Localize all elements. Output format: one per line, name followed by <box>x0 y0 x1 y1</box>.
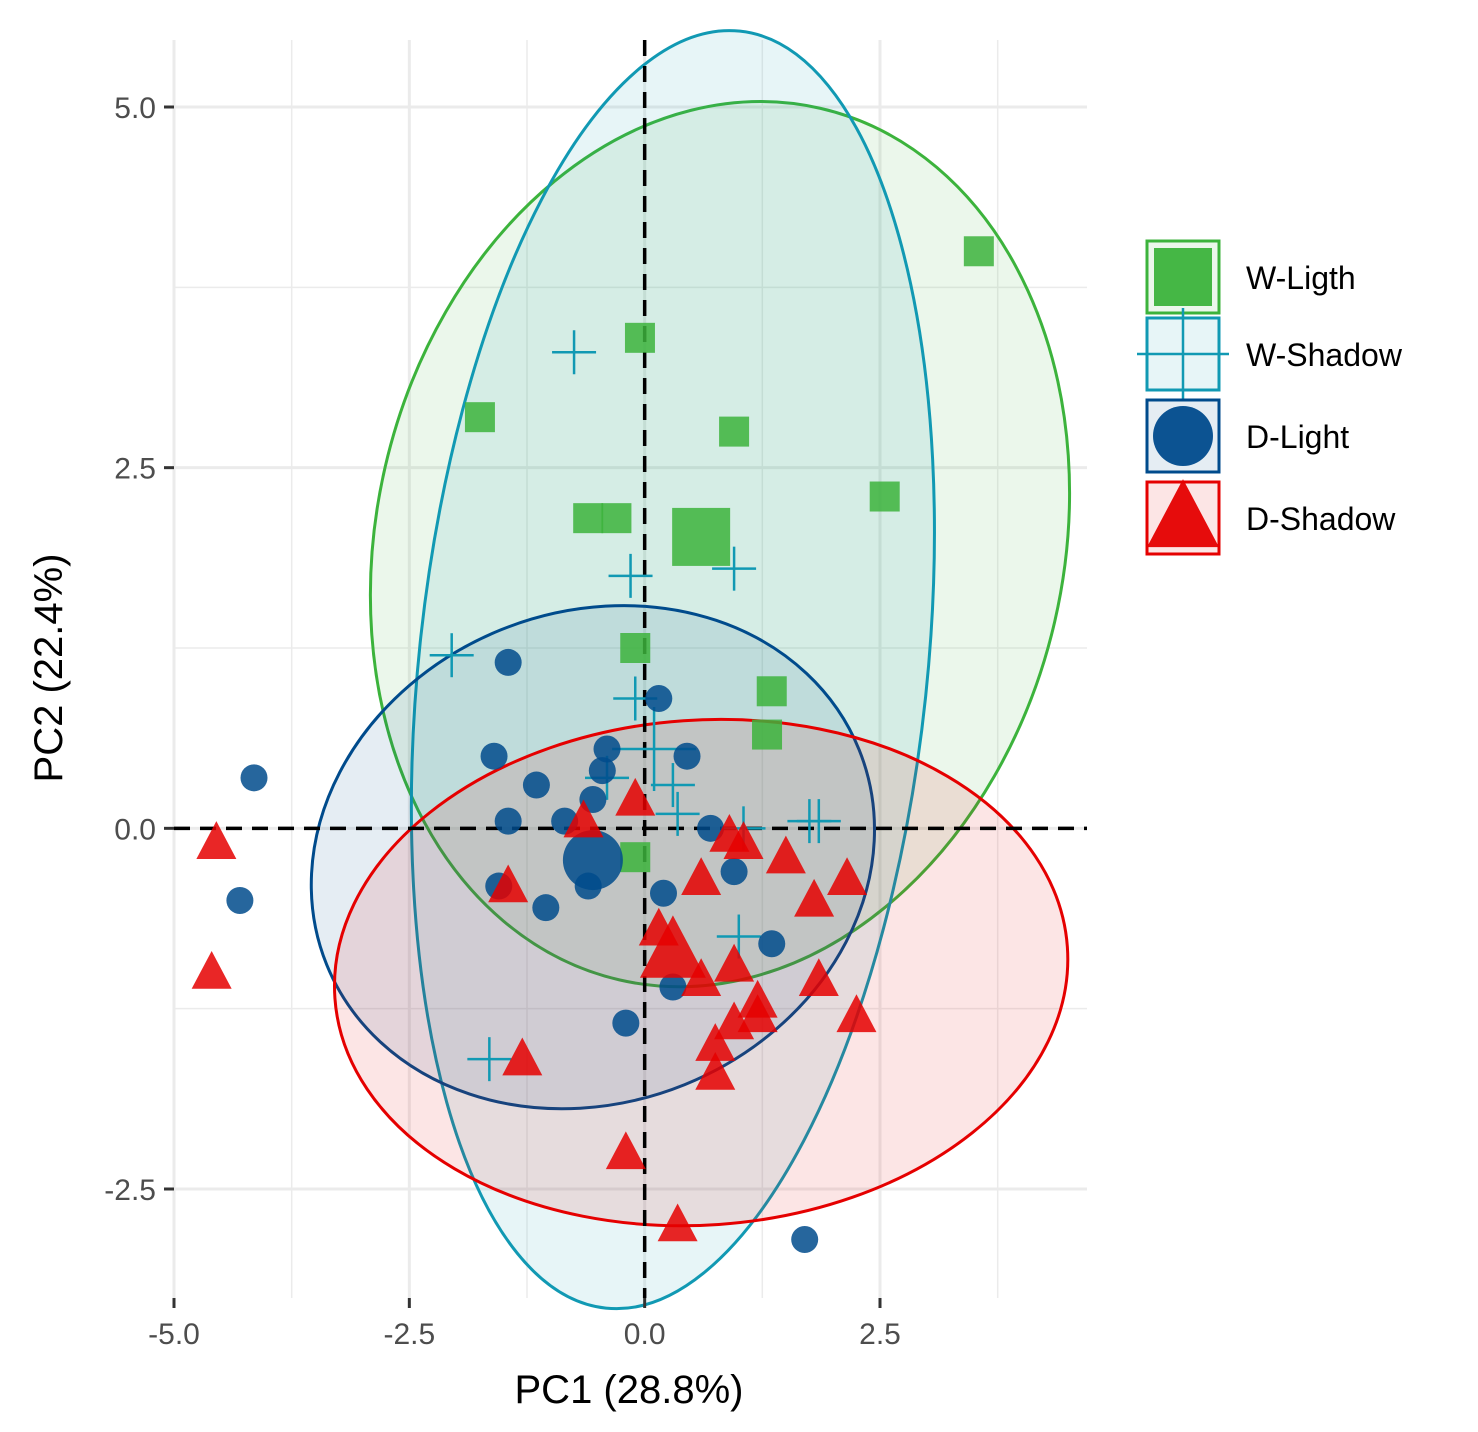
data-point-d-light <box>532 894 560 922</box>
data-point-d-shadow <box>695 1051 736 1090</box>
data-point-w-ligth <box>620 842 651 873</box>
data-point-d-light <box>697 814 725 842</box>
legend-item-w-shadow: W-Shadow <box>1137 308 1403 400</box>
data-point-w-ligth <box>464 402 495 433</box>
data-point-d-shadow <box>836 994 877 1033</box>
data-point-d-shadow <box>488 864 529 903</box>
x-tick-label: -5.0 <box>148 1318 200 1351</box>
y-axis-title: PC2 (22.4%) <box>27 554 71 783</box>
data-point-w-shadow <box>712 546 757 591</box>
data-point-w-ligth <box>963 236 994 267</box>
data-point-d-shadow <box>827 857 868 896</box>
data-point-d-shadow <box>605 1131 646 1170</box>
data-point-d-shadow <box>695 1023 736 1061</box>
data-point-d-light <box>612 1009 640 1037</box>
confidence-ellipses <box>309 29 1072 1311</box>
legend-key-symbol <box>1154 248 1212 306</box>
data-point-w-shadow <box>608 553 653 598</box>
data-point-d-shadow <box>191 951 232 989</box>
y-tick-label: 0.0 <box>114 813 156 846</box>
y-tick-label: 5.0 <box>114 92 156 125</box>
y-tick-label: -2.5 <box>104 1174 156 1207</box>
data-point-d-shadow <box>681 857 722 896</box>
legend: W-Ligth W-Shadow D-Light D-Shadow <box>1137 239 1403 556</box>
data-point-d-light <box>720 858 748 886</box>
centroid-d-shadow <box>639 915 706 978</box>
y-tick-label: 2.5 <box>114 453 156 486</box>
data-point-w-shadow <box>429 633 474 678</box>
legend-label: W-Ligth <box>1246 260 1356 296</box>
data-point-w-ligth <box>756 676 787 707</box>
series-d-light <box>226 648 819 1253</box>
legend-label: W-Shadow <box>1246 337 1403 373</box>
data-point-w-ligth <box>573 503 604 534</box>
data-point-w-shadow <box>796 799 841 844</box>
data-point-d-shadow <box>563 799 604 838</box>
legend-key-symbol <box>1153 406 1213 466</box>
data-point-d-light <box>480 742 508 770</box>
data-point-d-light <box>226 886 254 914</box>
legend-key-symbol <box>1147 479 1219 548</box>
data-point-d-light <box>758 930 786 958</box>
legend-key-symbol <box>1137 308 1229 400</box>
data-point-d-shadow <box>657 1203 698 1242</box>
data-point-w-ligth <box>624 322 655 353</box>
data-point-d-shadow <box>794 878 835 917</box>
data-point-d-light <box>588 757 616 785</box>
centroid-d-light <box>562 830 623 891</box>
series-d-shadow <box>191 777 877 1242</box>
data-point-d-light <box>645 684 673 712</box>
data-point-d-shadow <box>714 943 755 982</box>
x-tick-label: 2.5 <box>859 1318 901 1351</box>
legend-label: D-Shadow <box>1246 501 1396 537</box>
x-tick-label: -2.5 <box>383 1318 435 1351</box>
data-point-d-shadow <box>798 958 839 997</box>
data-point-w-ligth <box>752 719 783 750</box>
series-w-shadow <box>429 330 841 1082</box>
legend-item-d-light: D-Light <box>1145 398 1349 474</box>
data-point-d-light <box>494 648 522 676</box>
data-point-d-light <box>240 764 268 792</box>
legend-label: D-Light <box>1246 419 1349 455</box>
data-point-w-shadow <box>716 914 761 959</box>
data-point-w-shadow <box>552 330 597 375</box>
data-point-w-ligth <box>620 633 651 663</box>
series-w-ligth <box>464 236 994 873</box>
reference-lines <box>174 40 1087 1298</box>
data-point-w-ligth <box>869 481 900 512</box>
legend-item-d-shadow: D-Shadow <box>1145 479 1396 556</box>
legend-item-w-ligth: W-Ligth <box>1145 239 1356 315</box>
axes: -5.0 -2.5 0.0 2.5 -2.5 0.0 2.5 5.0 <box>104 92 901 1351</box>
data-point-d-light <box>791 1225 819 1253</box>
data-point-w-ligth <box>719 416 750 447</box>
x-tick-label: 0.0 <box>624 1318 666 1351</box>
centroid-w-ligth <box>672 507 731 566</box>
data-point-d-shadow <box>737 994 778 1033</box>
data-point-d-light <box>649 879 677 907</box>
data-point-d-shadow <box>723 821 764 859</box>
data-point-w-shadow <box>655 791 700 836</box>
data-point-w-shadow <box>650 763 695 808</box>
data-point-d-light <box>494 807 522 835</box>
data-point-w-ligth <box>601 503 632 534</box>
data-point-d-shadow <box>196 821 237 859</box>
data-points <box>191 236 994 1253</box>
data-point-d-shadow <box>765 835 806 874</box>
data-point-d-light <box>593 735 621 763</box>
data-point-d-light <box>522 771 550 799</box>
x-axis-title: PC1 (28.8%) <box>515 1368 744 1412</box>
data-point-w-shadow <box>467 1037 512 1082</box>
data-point-d-shadow <box>502 1037 543 1076</box>
data-point-d-light <box>673 742 701 770</box>
data-point-d-shadow <box>615 777 656 816</box>
data-point-d-light <box>659 973 687 1001</box>
